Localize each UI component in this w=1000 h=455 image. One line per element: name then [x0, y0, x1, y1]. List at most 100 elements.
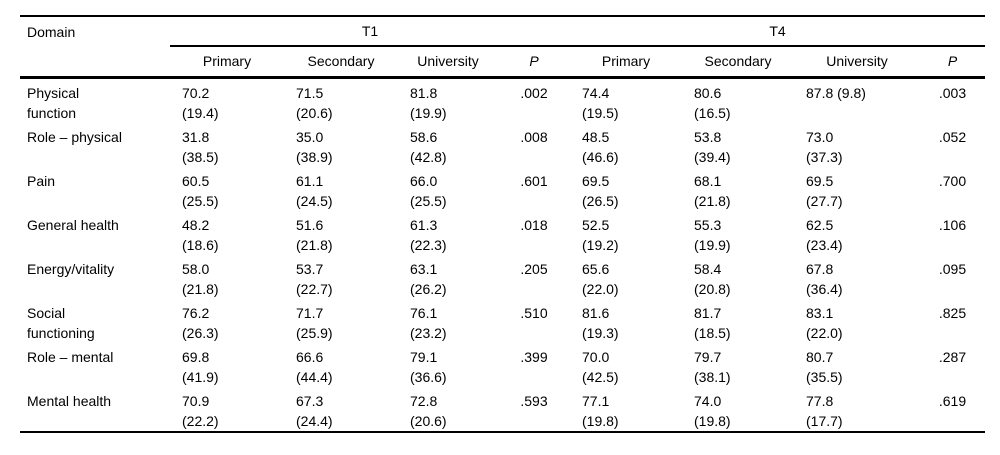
domain-label-line: [27, 147, 170, 167]
domain-label-line: function: [27, 104, 77, 121]
domain-label-line: [27, 191, 170, 211]
sd-value: [498, 367, 570, 387]
mean-value: 69.5: [582, 172, 610, 189]
col-header-t4-secondary: Secondary: [682, 46, 794, 79]
mean-value: .287: [938, 348, 967, 365]
mean-value: 31.8: [182, 128, 210, 145]
mean-value: 66.6: [296, 348, 324, 365]
mean-sd-cell: 68.1 (21.8): [682, 167, 794, 211]
domain-cell: General health: [20, 211, 170, 255]
p-value-cell: .003: [920, 77, 985, 123]
sd-value: (35.5): [806, 368, 843, 385]
mean-sd-cell: 81.6 (19.3): [570, 299, 682, 343]
mean-sd-cell: 58.4 (20.8): [682, 255, 794, 299]
mean-value: 68.1: [694, 172, 722, 189]
sd-value: (37.3): [806, 148, 843, 165]
sd-value: [920, 279, 985, 299]
mean-sd-cell: 52.5 (19.2): [570, 211, 682, 255]
domain-label-line: [27, 235, 170, 255]
sd-value: (24.4): [296, 412, 333, 429]
sd-value: (22.7): [296, 280, 333, 297]
domain-label-line: Pain: [27, 172, 56, 189]
mean-value: .018: [520, 216, 548, 233]
mean-value: .052: [938, 128, 967, 145]
mean-sd-cell: 35.0 (38.9): [284, 123, 398, 167]
p-value-cell: .287: [920, 343, 985, 387]
p-value-cell: .018: [498, 211, 570, 255]
mean-sd-cell: 70.0 (42.5): [570, 343, 682, 387]
mean-value: 87.8 (9.8): [806, 84, 866, 101]
mean-sd-cell: 66.6 (44.4): [284, 343, 398, 387]
mean-value: 70.2: [182, 84, 210, 101]
sd-value: (42.8): [410, 148, 447, 165]
mean-value: 73.0: [806, 128, 834, 145]
mean-sd-cell: 80.7 (35.5): [794, 343, 920, 387]
domain-cell: Role – mental: [20, 343, 170, 387]
domain-label-line: Role – physical: [27, 128, 122, 145]
mean-sd-cell: 69.5 (27.7): [794, 167, 920, 211]
mean-sd-cell: 79.1 (36.6): [398, 343, 498, 387]
domain-column-header: Domain: [20, 16, 170, 79]
mean-value: 61.3: [410, 216, 438, 233]
sd-value: (26.5): [582, 192, 619, 209]
mean-value: .510: [520, 304, 548, 321]
sd-value: (19.8): [582, 412, 619, 429]
mean-sd-cell: 74.4 (19.5): [570, 77, 682, 123]
mean-sd-cell: 70.9 (22.2): [170, 387, 284, 432]
sd-value: (27.7): [806, 192, 843, 209]
mean-sd-cell: 67.8 (36.4): [794, 255, 920, 299]
mean-sd-cell: 55.3 (19.9): [682, 211, 794, 255]
mean-sd-cell: 48.5 (46.6): [570, 123, 682, 167]
col-header-t4-primary: Primary: [570, 46, 682, 79]
sd-value: (19.9): [410, 104, 447, 121]
sd-value: (25.5): [410, 192, 447, 209]
domain-cell: Pain: [20, 167, 170, 211]
sd-value: (22.2): [182, 412, 219, 429]
p-value-cell: .106: [920, 211, 985, 255]
mean-value: 67.8: [806, 260, 834, 277]
sd-value: (44.4): [296, 368, 333, 385]
mean-value: 76.1: [410, 304, 438, 321]
results-table: Domain T1 T4 Primary Secondary Universit…: [20, 15, 985, 433]
mean-value: 48.5: [582, 128, 610, 145]
mean-value: 52.5: [582, 216, 610, 233]
group-header-t4: T4: [570, 16, 985, 47]
sd-value: (36.4): [806, 280, 843, 297]
sd-value: (16.5): [694, 104, 731, 121]
mean-value: 71.7: [296, 304, 324, 321]
sd-value: [920, 411, 985, 431]
mean-value: 69.8: [182, 348, 210, 365]
mean-sd-cell: 71.7 (25.9): [284, 299, 398, 343]
mean-sd-cell: 63.1 (26.2): [398, 255, 498, 299]
mean-value: .825: [938, 304, 967, 321]
col-header-t1-university: University: [398, 46, 498, 79]
mean-value: 48.2: [182, 216, 210, 233]
p-value-cell: .601: [498, 167, 570, 211]
mean-value: .700: [938, 172, 967, 189]
sd-value: (39.4): [694, 148, 731, 165]
sd-value: [498, 147, 570, 167]
mean-sd-cell: 81.7 (18.5): [682, 299, 794, 343]
mean-sd-cell: 58.0 (21.8): [170, 255, 284, 299]
domain-cell: Mental health: [20, 387, 170, 432]
mean-value: 62.5: [806, 216, 834, 233]
mean-value: 53.8: [694, 128, 722, 145]
sd-value: (22.0): [582, 280, 619, 297]
sd-value: (26.2): [410, 280, 447, 297]
mean-value: .593: [520, 392, 548, 409]
table-row: Energy/vitality 58.0 (21.8) 53.7 (22.7) 63.1 (…: [20, 255, 985, 299]
table-row: Social functioning 76.2 (26.3) 71.7 (25.9) 76.…: [20, 299, 985, 343]
domain-label-line: Social: [27, 304, 66, 321]
mean-sd-cell: 80.6 (16.5): [682, 77, 794, 123]
mean-sd-cell: 70.2 (19.4): [170, 77, 284, 123]
sd-value: (23.4): [806, 236, 843, 253]
mean-value: .601: [520, 172, 548, 189]
domain-cell: Energy/vitality: [20, 255, 170, 299]
domain-label-line: Mental health: [27, 392, 112, 409]
table-row: Mental health 70.9 (22.2) 67.3 (24.4) 72.8 (20…: [20, 387, 985, 432]
mean-sd-cell: 60.5 (25.5): [170, 167, 284, 211]
mean-value: 74.0: [694, 392, 722, 409]
mean-value: 53.7: [296, 260, 324, 277]
p-value-cell: .095: [920, 255, 985, 299]
col-header-t1-p: P: [498, 46, 570, 79]
